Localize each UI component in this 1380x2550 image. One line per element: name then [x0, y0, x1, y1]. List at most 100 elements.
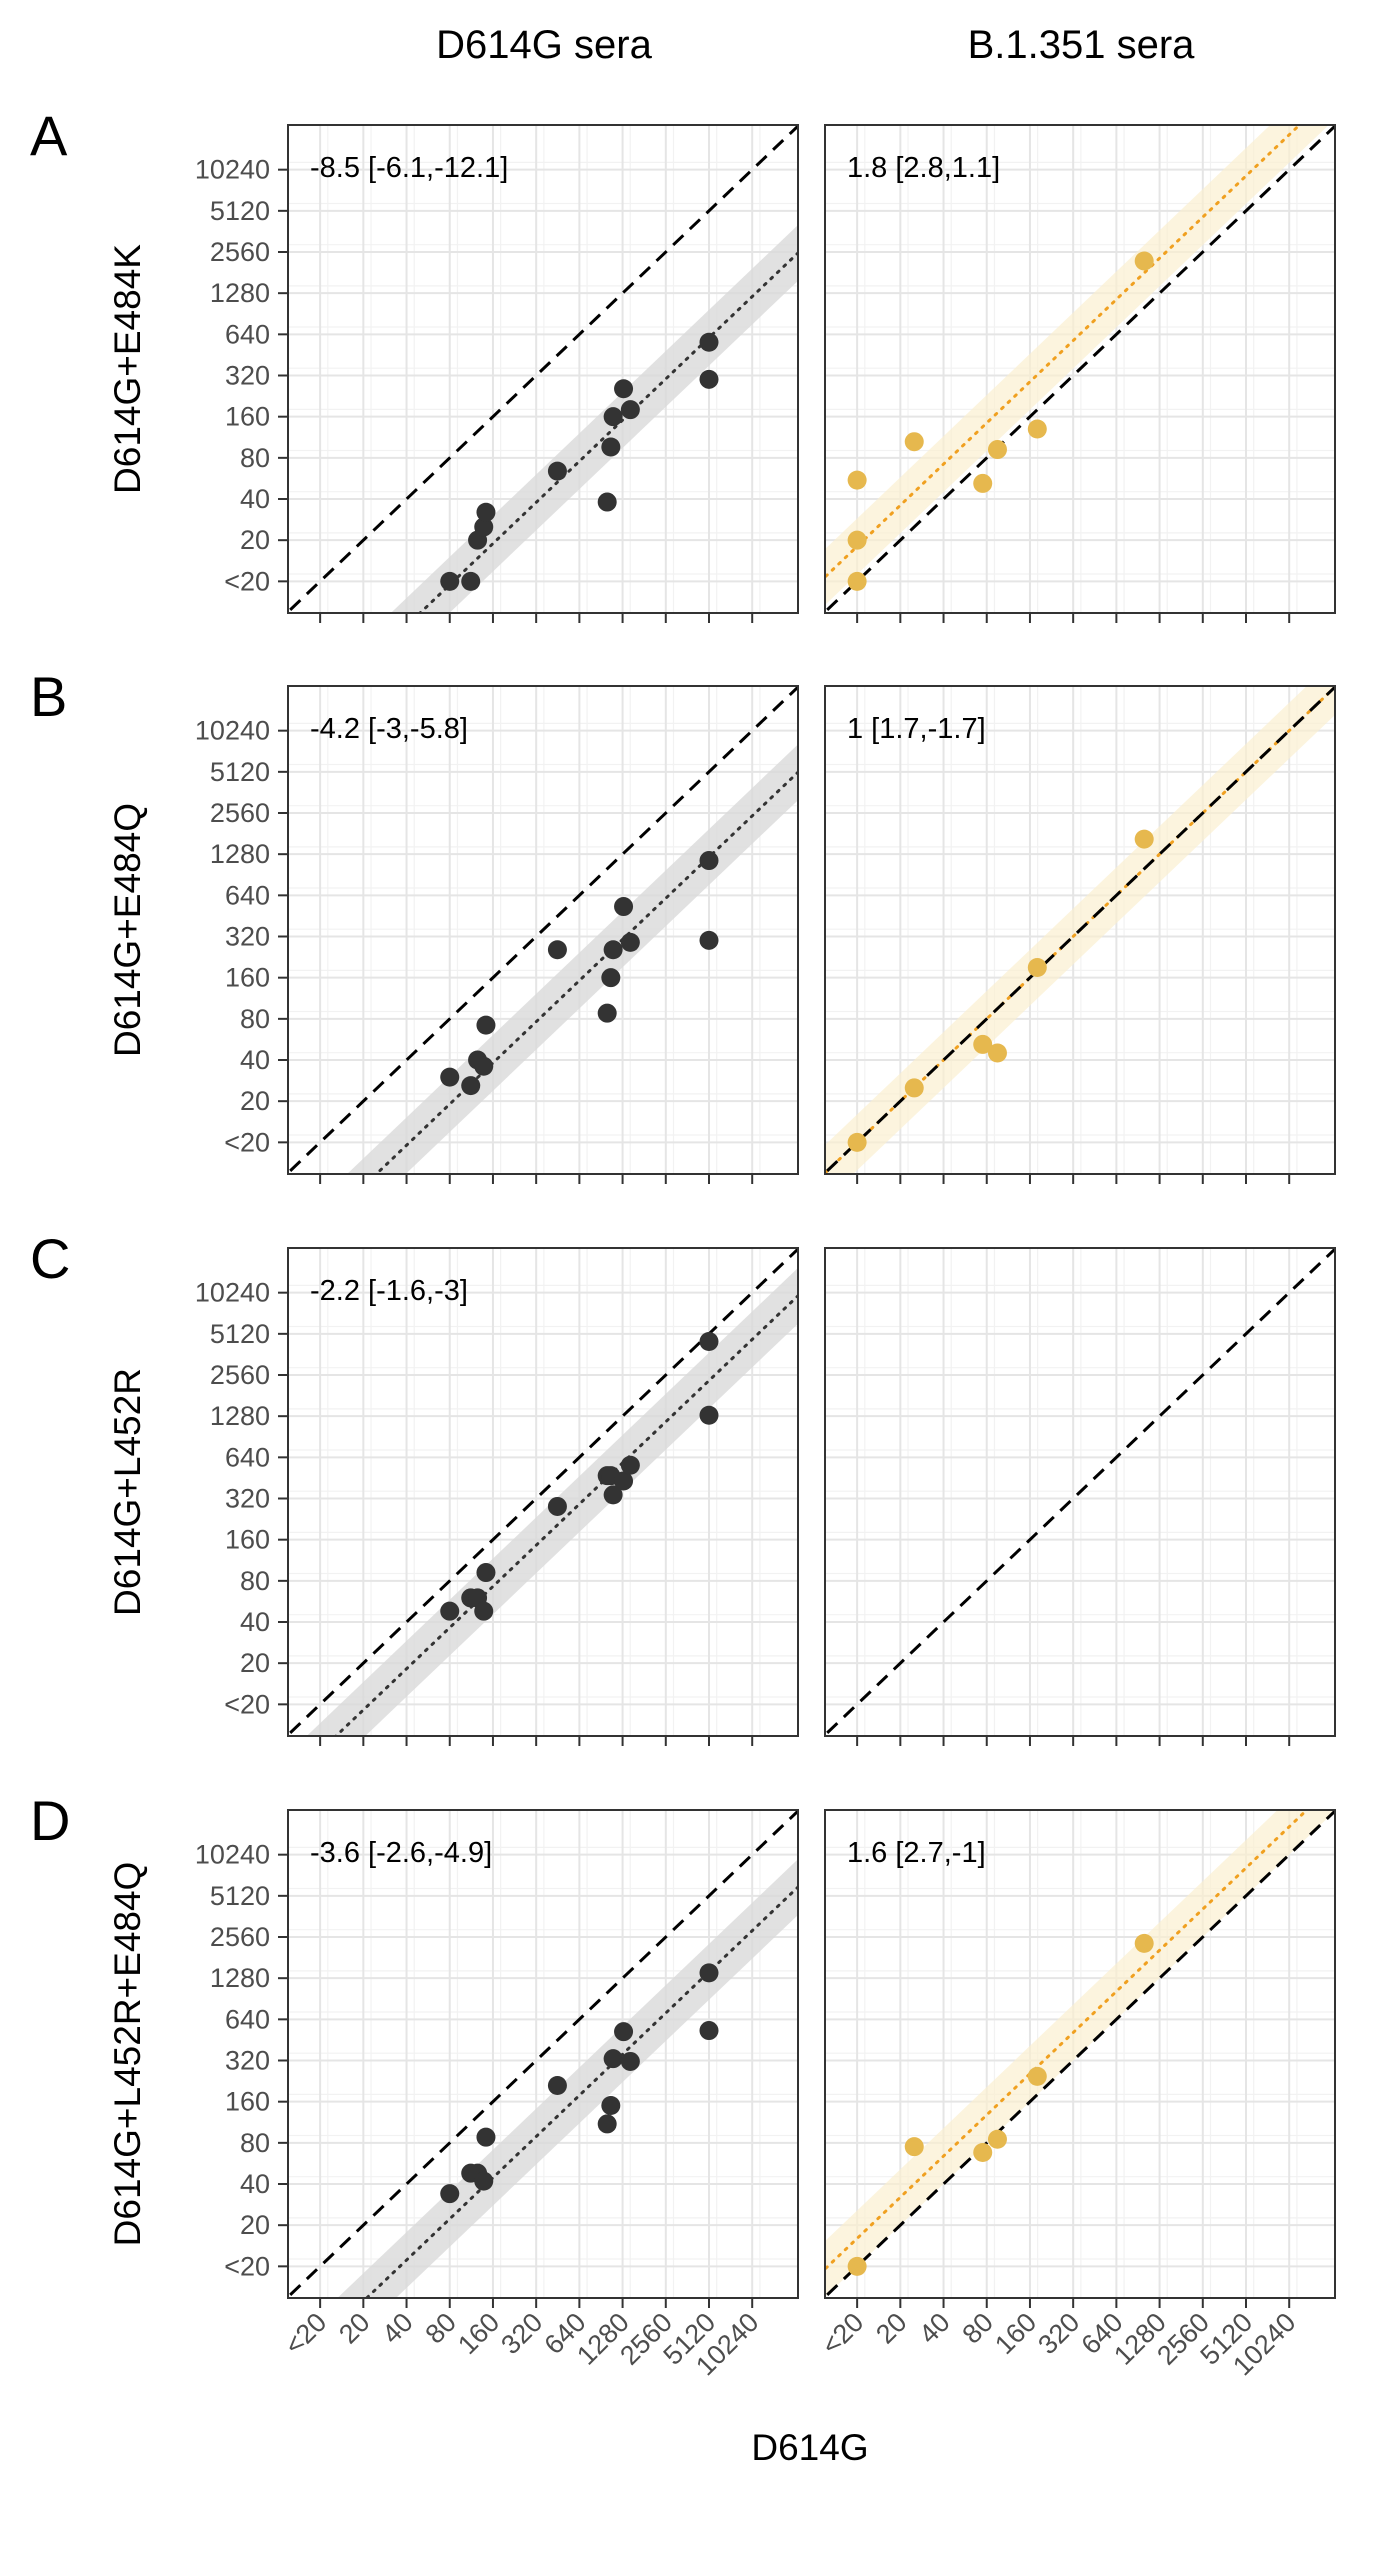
y-tick-label: 5120: [210, 196, 270, 226]
y-tick-label: 160: [225, 963, 270, 993]
data-point: [699, 851, 719, 871]
panel-border: [287, 1247, 799, 1737]
y-tick-label: 80: [240, 1004, 270, 1034]
confidence-ribbon: [347, 744, 798, 1174]
labels-layer: D614G sera B.1.351 sera D614G: [436, 23, 1195, 2468]
fit-line: [825, 125, 1302, 580]
data-point: [1134, 1933, 1154, 1953]
data-point: [904, 432, 924, 452]
data-point: [597, 492, 617, 512]
identity-line: [288, 125, 798, 613]
panel-c-b1351-sera: [824, 1247, 1336, 1746]
y-tick-label: <20: [224, 566, 270, 596]
panel-annotation: 1.6 [2.7,-1]: [847, 1837, 986, 1869]
y-axis-title-row-d: D614G+L452R+E484Q: [107, 1862, 148, 2247]
data-point: [699, 930, 719, 950]
data-point: [620, 2051, 640, 2071]
data-point: [601, 968, 621, 988]
identity-line: [825, 125, 1335, 613]
identity-line: [825, 1810, 1335, 2298]
y-tick-label: 10240: [195, 155, 270, 185]
data-point: [847, 2256, 867, 2276]
y-tick-label: 5120: [210, 1319, 270, 1349]
data-point: [620, 1455, 640, 1475]
panel-plot-area: [288, 686, 798, 1174]
y-tick-label: 640: [225, 2004, 270, 2034]
data-point: [547, 940, 567, 960]
y-tick-label: 80: [240, 1566, 270, 1596]
data-point: [973, 473, 993, 493]
panel-border: [824, 1247, 1336, 1737]
y-tick-label: 2560: [210, 1360, 270, 1390]
y-tick-label: 5120: [210, 1881, 270, 1911]
y-tick-label: 640: [225, 1442, 270, 1472]
panel-a-b1351-sera: 1.8 [2.8,1.1]: [824, 124, 1336, 623]
data-point: [847, 571, 867, 591]
data-point: [474, 1056, 494, 1076]
y-tick-label: 10240: [195, 1840, 270, 1870]
data-point: [987, 440, 1007, 460]
data-point: [699, 1405, 719, 1425]
data-point: [614, 1471, 634, 1491]
y-tick-label: 2560: [210, 1922, 270, 1952]
data-point: [847, 470, 867, 490]
panel-plot-area: [825, 1810, 1335, 2298]
data-point: [474, 1601, 494, 1621]
column-title-b1351-sera: B.1.351 sera: [968, 23, 1196, 67]
y-tick-label: 2560: [210, 237, 270, 267]
panel-border: [824, 124, 1336, 614]
fit-line: [374, 770, 798, 1174]
panel-border: [287, 685, 799, 1175]
y-tick-label: 1280: [210, 1963, 270, 1993]
y-tick-label: 80: [240, 443, 270, 473]
panel-letter-b: B: [30, 665, 67, 728]
y-tick-label: 1280: [210, 278, 270, 308]
data-point: [547, 2076, 567, 2096]
data-point: [461, 571, 481, 591]
data-point: [476, 2127, 496, 2147]
data-point: [476, 1563, 496, 1583]
panel-b-b1351-sera: 1 [1.7,-1.7]: [824, 685, 1336, 1184]
column-title-d614g-sera: D614G sera: [436, 23, 652, 67]
data-point: [987, 1043, 1007, 1063]
data-point: [973, 2142, 993, 2162]
panel-plot-area: [288, 1248, 798, 1736]
y-tick-label: 5120: [210, 757, 270, 787]
data-point: [461, 1076, 481, 1096]
y-tick-label: 20: [240, 1086, 270, 1116]
data-point: [603, 407, 623, 427]
data-point: [847, 530, 867, 550]
data-point: [476, 502, 496, 522]
y-tick-label: 320: [225, 1484, 270, 1514]
panel-annotation: 1 [1.7,-1.7]: [847, 713, 986, 745]
panels-layer: A D614G+E484K <20 20 40 80 160 320 640 1280 2560 51…: [30, 104, 1336, 2381]
panel-border: [824, 1809, 1336, 2299]
y-tick-label: 20: [240, 1648, 270, 1678]
y-tick-label: 160: [225, 402, 270, 432]
identity-line: [825, 1248, 1335, 1736]
y-tick-label: 1280: [210, 839, 270, 869]
data-point: [440, 2184, 460, 2204]
panel-b-d614g-sera: -4.2 [-3,-5.8]: [287, 685, 799, 1184]
panel-plot-area: [288, 1810, 798, 2298]
data-point: [1027, 957, 1047, 977]
panel-letter-a: A: [30, 104, 68, 167]
data-point: [699, 1963, 719, 1983]
panel-border: [824, 685, 1336, 1175]
panel-annotation: -8.5 [-6.1,-12.1]: [310, 152, 508, 184]
identity-line: [825, 686, 1335, 1174]
data-point: [620, 932, 640, 952]
data-point: [603, 940, 623, 960]
y-tick-label: 10240: [195, 716, 270, 746]
y-tick-label: 160: [225, 2087, 270, 2117]
fit-line: [825, 1810, 1309, 2272]
panel-letter-c: C: [30, 1227, 70, 1290]
y-tick-label: 320: [225, 361, 270, 391]
x-axis-title: D614G: [751, 2427, 868, 2468]
panel-border: [287, 1809, 799, 2299]
confidence-ribbon: [825, 125, 1329, 605]
data-point: [603, 2049, 623, 2069]
data-point: [440, 571, 460, 591]
data-point: [987, 2129, 1007, 2149]
